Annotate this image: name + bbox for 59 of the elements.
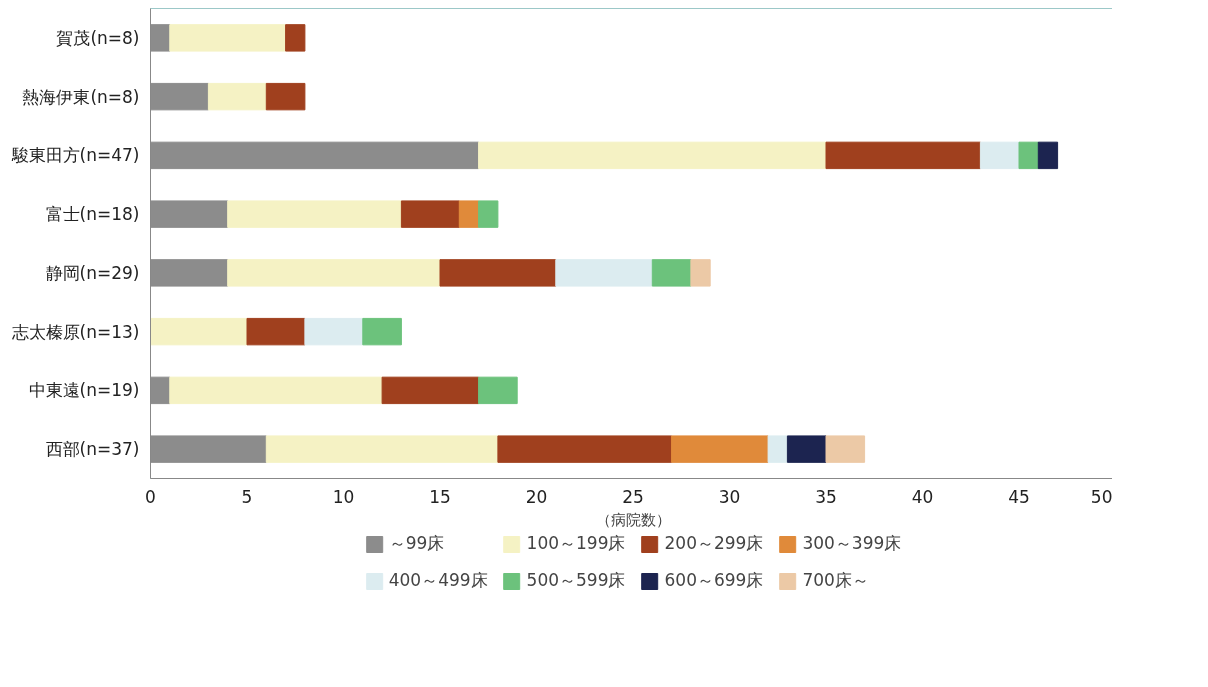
bar [651, 259, 692, 287]
x-tick-label: 25 [622, 486, 644, 507]
bar [1037, 141, 1059, 170]
legend-label: 200～299床 [664, 532, 764, 555]
y-tick-label: 中東遠(n=19) [28, 380, 140, 401]
x-tick-label: 45 [1008, 486, 1030, 507]
bar [979, 141, 1020, 170]
legend-label: 700床～ [802, 569, 869, 592]
x-tick-label: 0 [145, 486, 156, 507]
bar [1018, 141, 1039, 170]
y-tick-label: 西部(n=37) [45, 439, 140, 460]
legend-label: 400～499床 [388, 569, 488, 592]
bar [207, 82, 267, 111]
legend-label: 100～199床 [526, 532, 626, 555]
bar [381, 376, 480, 405]
x-tick-label: 20 [525, 486, 548, 507]
bar [458, 200, 480, 228]
bar [497, 435, 673, 463]
bar [825, 435, 866, 463]
x-tick-label: 40 [911, 486, 934, 507]
bar [786, 435, 827, 463]
legend-label: 500～599床 [526, 569, 626, 592]
legend-label: ～99床 [388, 532, 445, 555]
x-tick-label: 5 [241, 486, 253, 507]
bar [767, 435, 788, 463]
x-tick-label: 35 [815, 486, 837, 507]
bar [478, 141, 827, 170]
bar [478, 376, 518, 405]
bar [265, 435, 499, 463]
bar [671, 435, 769, 463]
y-tick-label: 静岡(n=29) [45, 262, 140, 283]
bar [439, 259, 557, 287]
bar [150, 317, 248, 346]
bar [285, 24, 306, 52]
bar [265, 82, 306, 111]
x-axis-title: （病院数） [595, 510, 671, 529]
bar [246, 317, 306, 346]
bar [227, 200, 402, 228]
x-tick-label: 10 [332, 486, 355, 507]
bar [555, 259, 653, 287]
y-tick-label: 賀茂(n=8) [56, 27, 140, 48]
x-tick-label: 30 [718, 486, 741, 507]
bar [400, 200, 460, 228]
y-tick-label: 志太榛原(n=13) [11, 321, 140, 342]
legend-label: 600～699床 [664, 569, 764, 592]
bar [690, 259, 711, 287]
bar [362, 317, 402, 346]
y-tick-label: 熱海伊東(n=8) [22, 86, 140, 107]
bar [169, 24, 287, 52]
bar [304, 317, 364, 346]
bar [169, 376, 383, 405]
x-tick-label: 15 [429, 486, 451, 507]
bar [478, 200, 499, 228]
y-tick-label: 駿東田方(n=47) [10, 145, 140, 166]
legend-label: 300～399床 [802, 532, 902, 555]
x-tick-label: 50 [1090, 486, 1113, 507]
bar [825, 141, 981, 170]
y-tick-label: 富士(n=18) [45, 204, 140, 225]
bar [227, 259, 441, 287]
